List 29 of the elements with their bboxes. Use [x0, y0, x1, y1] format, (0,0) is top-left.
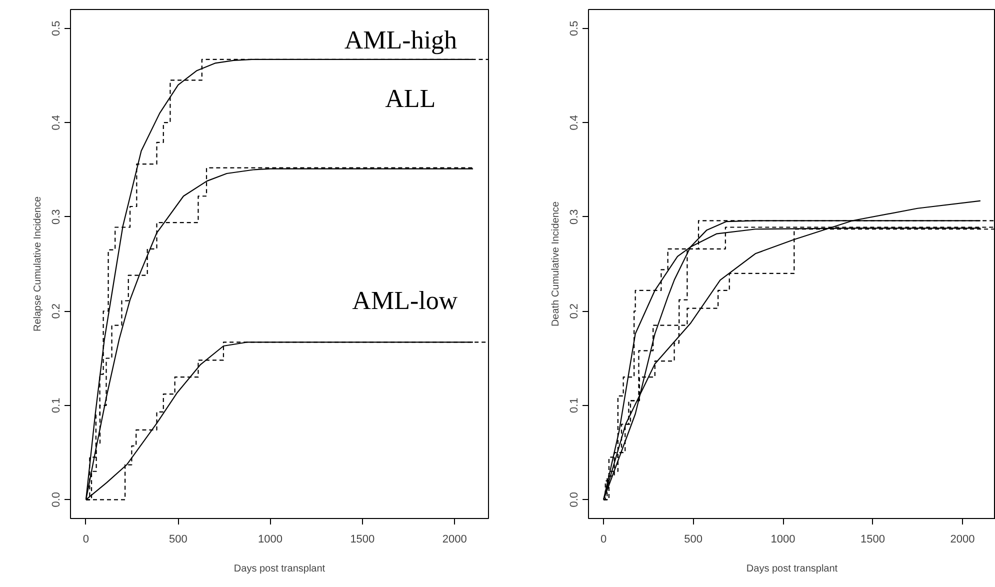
x-tick-label: 0 — [82, 534, 90, 546]
y-tick-label: 0.2 — [50, 303, 62, 319]
x-tick-label: 1000 — [258, 534, 283, 546]
y-tick-label: 0.4 — [568, 114, 580, 130]
x-tick-label: 2000 — [950, 534, 975, 546]
x-axis-title: Days post transplant — [746, 564, 838, 574]
y-tick-label: 0.5 — [568, 20, 580, 36]
x-tick-label: 500 — [684, 534, 702, 546]
x-tick-label: 0 — [600, 534, 607, 546]
y-tick-label: 0.3 — [50, 209, 62, 225]
x-tick-label: 1000 — [770, 534, 796, 546]
y-tick-label: 0.0 — [568, 492, 580, 508]
x-axis-title: Days post transplant — [234, 564, 326, 574]
y-tick-label: 0.0 — [50, 492, 62, 508]
y-axis-title: Relapse Cumulative Incidence — [32, 196, 44, 332]
x-tick-label: 1500 — [860, 534, 886, 546]
y-tick-label: 0.1 — [50, 398, 62, 414]
x-tick-label: 2000 — [442, 534, 467, 546]
x-tick-label: 500 — [168, 534, 188, 546]
y-tick-label: 0.3 — [568, 209, 580, 225]
y-tick-label: 0.2 — [568, 303, 580, 319]
y-tick-label: 0.1 — [568, 398, 580, 414]
x-tick-label: 1500 — [350, 534, 375, 546]
annotation: AML-low — [352, 286, 458, 316]
annotation: ALL — [385, 84, 436, 114]
annotation: AML-high — [344, 26, 458, 55]
y-axis-title: Death Cumulative Incidence — [550, 201, 562, 327]
y-tick-label: 0.5 — [50, 20, 62, 36]
y-tick-label: 0.4 — [50, 114, 62, 130]
